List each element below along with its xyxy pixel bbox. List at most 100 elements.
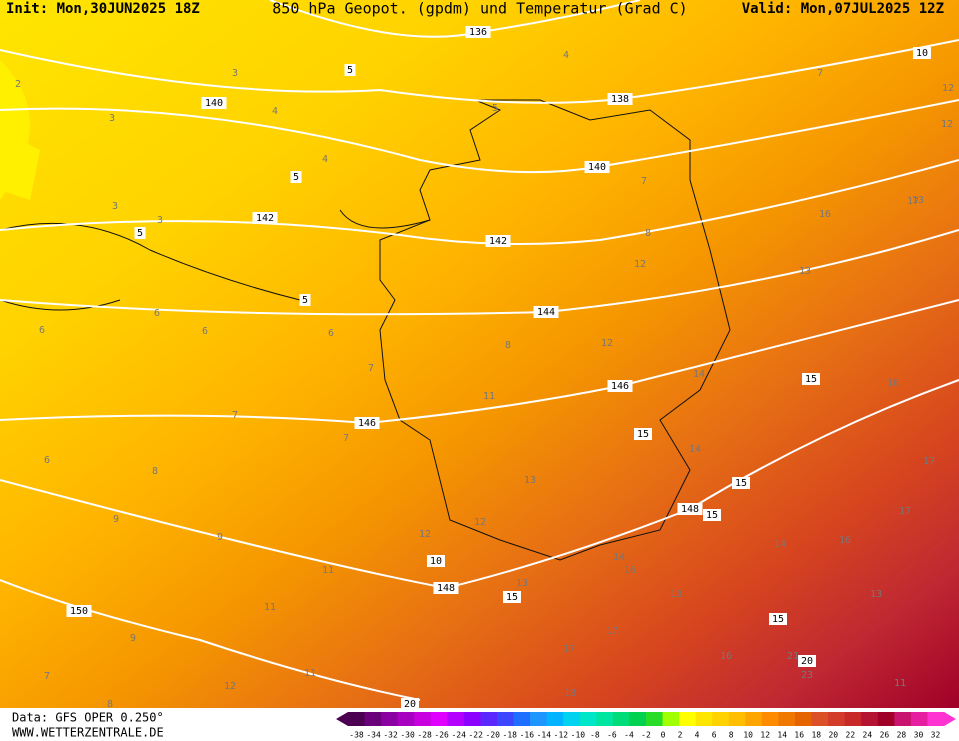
colorbar-swatch [563, 712, 581, 726]
temperature-label: 7 [343, 433, 349, 444]
colorbar-swatch [579, 712, 597, 726]
temperature-label: 13 [524, 475, 536, 486]
isotherm-label-box [503, 591, 521, 603]
colorbar-end [944, 712, 956, 726]
temperature-field [0, 0, 959, 708]
geopotential-label-box [465, 26, 491, 38]
colorbar-tick-label: 18 [811, 731, 821, 740]
temperature-label: 17 [899, 506, 911, 517]
colorbar-swatch [596, 712, 614, 726]
temperature-label: 3 [157, 215, 163, 226]
isotherm-label-box [299, 294, 311, 306]
colorbar-swatch [381, 712, 399, 726]
geopotential-label-box [584, 161, 610, 173]
isotherm-label-box [732, 477, 750, 489]
data-source: Data: GFS OPER 0.250° [12, 711, 164, 725]
temperature-label: 6 [202, 326, 208, 337]
isotherm-label-box [134, 227, 146, 239]
colorbar-swatch [778, 712, 796, 726]
isotherm-label: 20 [801, 656, 813, 667]
site: WWW.WETTERZENTRALE.DE [12, 726, 164, 740]
colorbar-tick-label: 24 [863, 731, 873, 740]
colorbar-swatch [662, 712, 680, 726]
colorbar-end [336, 712, 348, 726]
isotherm-label: 20 [404, 699, 416, 710]
colorbar-swatch [530, 712, 548, 726]
isotherm-label: 5 [137, 228, 143, 239]
isotherm-label: 15 [706, 510, 718, 521]
temperature-label: 7 [44, 671, 50, 682]
temperature-label: 12 [601, 338, 613, 349]
temperature-label: 9 [113, 514, 119, 525]
geopotential-label-box [433, 582, 459, 594]
temperature-label: 8 [152, 466, 158, 477]
colorbar-tick-label: 10 [743, 731, 753, 740]
colorbar-tick-label: 8 [729, 731, 734, 740]
colorbar-tick-label: 2 [678, 731, 683, 740]
colorbar-tick-label: 12 [760, 731, 770, 740]
geopotential-label: 140 [205, 98, 223, 109]
colorbar-tick-label: -34 [366, 731, 381, 740]
colorbar-swatch [728, 712, 746, 726]
colorbar-tick-label: -16 [520, 731, 535, 740]
temperature-label: 11 [894, 678, 906, 689]
colorbar-tick-label: -20 [486, 731, 501, 740]
temperature-label: 14 [774, 539, 786, 550]
temperature-label: 16 [624, 565, 636, 576]
temperature-label: 16 [720, 651, 732, 662]
isotherm-label: 5 [293, 172, 299, 183]
isotherm-label-box [802, 373, 820, 385]
colorbar-swatch [646, 712, 664, 726]
temperature-label: 13 [799, 266, 811, 277]
isotherm-label-box [634, 428, 652, 440]
colorbar-swatch [546, 712, 564, 726]
init-time: Init: Mon,30JUN2025 18Z [6, 1, 200, 17]
isotherm-label-box [401, 698, 419, 710]
colorbar-tick-label: -22 [468, 731, 483, 740]
temperature-label: 21 [787, 651, 799, 662]
temperature-label: 17 [563, 644, 575, 655]
colorbar-swatch [679, 712, 697, 726]
colorbar-swatch [612, 712, 630, 726]
geopotential-label: 144 [537, 307, 555, 318]
temperature-label: 13 [516, 578, 528, 589]
colorbar-tick-label: 30 [914, 731, 924, 740]
geopotential-label: 136 [469, 27, 487, 38]
geopotential-label: 148 [681, 504, 699, 515]
temperature-label: 11 [483, 391, 495, 402]
geopotential-label-box [677, 503, 703, 515]
temperature-label: 6 [154, 308, 160, 319]
geopotential-label-box [66, 605, 92, 617]
temperature-label: 12 [942, 83, 954, 94]
temperature-label: 5 [492, 103, 498, 114]
geopotential-label: 148 [437, 583, 455, 594]
colorbar-tick-label: -6 [607, 731, 617, 740]
colorbar-swatch [497, 712, 515, 726]
colorbar-tick-label: 4 [695, 731, 700, 740]
temperature-label: 4 [272, 106, 278, 117]
geopotential-label-box [252, 212, 278, 224]
temperature-label: 11 [322, 565, 334, 576]
geopotential-label-box [607, 93, 633, 105]
geopotential-label-box [607, 380, 633, 392]
isotherm-label-box [427, 555, 445, 567]
isotherm-label-box [798, 655, 816, 667]
isotherm-label: 15 [735, 478, 747, 489]
isotherm-label: 15 [805, 374, 817, 385]
temperature-label: 9 [130, 633, 136, 644]
warm-area [0, 60, 40, 200]
colorbar-tick-label: 22 [846, 731, 856, 740]
colorbar-swatch [513, 712, 531, 726]
temperature-label: 13 [870, 589, 882, 600]
temperature-label: 12 [634, 259, 646, 270]
colorbar-swatch [712, 712, 730, 726]
temperature-label: 2 [15, 79, 21, 90]
colorbar-tick-label: -18 [503, 731, 518, 740]
colorbar-swatch [629, 712, 647, 726]
colorbar-swatch [447, 712, 465, 726]
temperature-label: 11 [304, 668, 316, 679]
isotherm-label: 10 [430, 556, 442, 567]
isotherm-label: 10 [916, 48, 928, 59]
colorbar-swatch [894, 712, 912, 726]
isotherm-label: 15 [637, 429, 649, 440]
